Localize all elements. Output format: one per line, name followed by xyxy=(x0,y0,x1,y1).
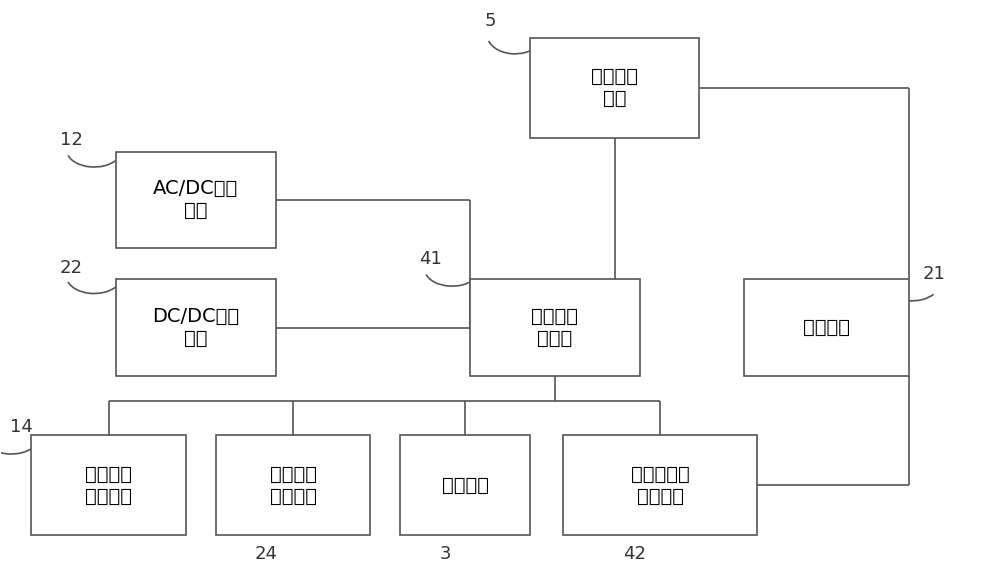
Text: 42: 42 xyxy=(623,545,646,563)
Text: 能量管理
装置: 能量管理 装置 xyxy=(591,67,638,108)
Text: 第二动态
分配模块: 第二动态 分配模块 xyxy=(270,465,317,506)
Text: 14: 14 xyxy=(10,418,33,436)
Bar xyxy=(116,279,276,376)
Text: 储能电池: 储能电池 xyxy=(803,318,850,337)
Text: 功率分配
控制器: 功率分配 控制器 xyxy=(531,307,578,348)
Text: 41: 41 xyxy=(419,250,442,268)
Bar xyxy=(116,152,276,248)
Text: 第一动态
分配模块: 第一动态 分配模块 xyxy=(85,465,132,506)
Bar xyxy=(470,279,640,376)
Bar xyxy=(563,435,757,535)
Bar xyxy=(216,435,370,535)
Text: 12: 12 xyxy=(60,131,83,149)
Bar xyxy=(400,435,530,535)
Text: AC/DC充电
模块: AC/DC充电 模块 xyxy=(153,180,238,221)
Text: 22: 22 xyxy=(60,259,83,277)
Text: 21: 21 xyxy=(922,264,945,283)
Text: 储能电池充
电控制器: 储能电池充 电控制器 xyxy=(631,465,689,506)
Text: 充电终端: 充电终端 xyxy=(442,475,489,494)
Text: DC/DC充电
模块: DC/DC充电 模块 xyxy=(152,307,239,348)
Text: 3: 3 xyxy=(439,545,451,563)
Bar xyxy=(530,38,699,137)
Text: 24: 24 xyxy=(254,545,277,563)
Text: 5: 5 xyxy=(484,12,496,30)
Bar xyxy=(31,435,186,535)
Bar xyxy=(744,279,909,376)
